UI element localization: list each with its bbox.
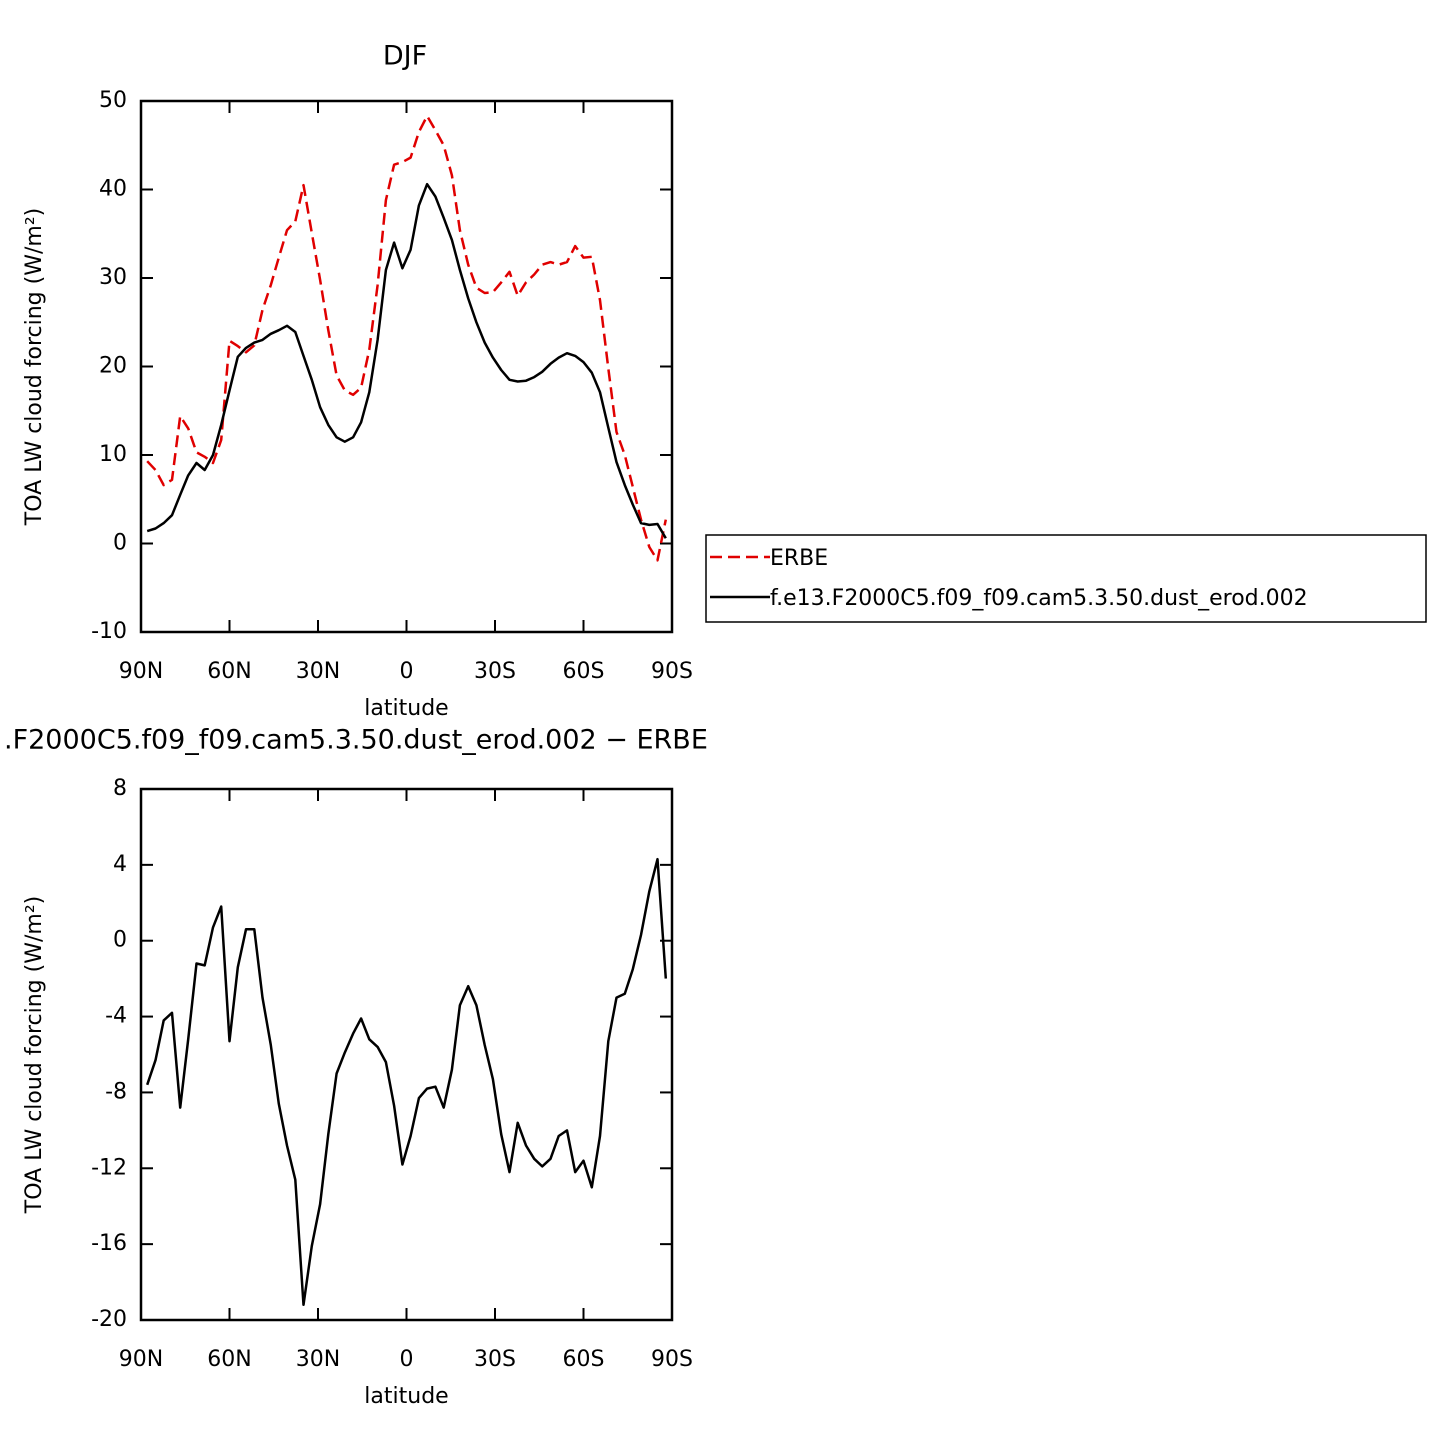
y-tick-label: -16 [91,1231,127,1256]
x-tick-label: 90S [651,1347,693,1372]
legend-label: f.e13.F2000C5.f09_f09.cam5.3.50.dust_ero… [770,586,1308,611]
y-tick-label: 10 [99,442,127,467]
x-tick-label: 90N [119,659,163,684]
y-tick-label: -20 [91,1307,127,1332]
x-tick-label: 60S [563,659,605,684]
x-tick-label: 0 [400,1347,414,1372]
y-tick-label: -8 [105,1079,127,1104]
legend-label: ERBE [770,546,828,571]
x-tick-label: 0 [400,659,414,684]
data-line [146,114,668,562]
x-tick-label: 30N [296,659,340,684]
legend-box [705,534,1427,623]
plot-frame [139,99,674,634]
plot-frame [139,787,674,1322]
y-tick-label: 4 [113,852,127,877]
legend: ERBE f.e13.F2000C5.f09_f09.cam5.3.50.dust… [705,534,1427,623]
x-axis-label: latitude [364,1384,448,1409]
y-tick-label: 50 [99,88,127,113]
y-tick-label: -12 [91,1155,127,1180]
y-tick-label: -4 [105,1004,127,1029]
x-axis-label: latitude [364,696,448,721]
y-tick-label: 30 [99,265,127,290]
y-axis-label: TOA LW cloud forcing (W/m²) [22,208,47,526]
y-tick-label: 20 [99,354,127,379]
x-tick-label: 30N [296,1347,340,1372]
y-tick-label: 8 [113,776,127,801]
x-tick-label: 30S [474,1347,516,1372]
data-line [146,857,668,1307]
chart-title: .F2000C5.f09_f09.cam5.3.50.dust_erod.002… [4,725,708,756]
x-tick-label: 30S [474,659,516,684]
y-tick-label: -10 [91,619,127,644]
data-line [146,182,667,539]
x-tick-label: 90S [651,659,693,684]
y-tick-label: 0 [113,928,127,953]
y-axis-label: TOA LW cloud forcing (W/m²) [22,896,47,1214]
x-tick-label: 60N [207,1347,251,1372]
x-tick-label: 60S [563,1347,605,1372]
x-tick-label: 90N [119,1347,163,1372]
y-tick-label: 40 [99,177,127,202]
x-tick-label: 60N [207,659,251,684]
y-tick-label: 0 [113,531,127,556]
chart-title: DJF [383,41,427,72]
